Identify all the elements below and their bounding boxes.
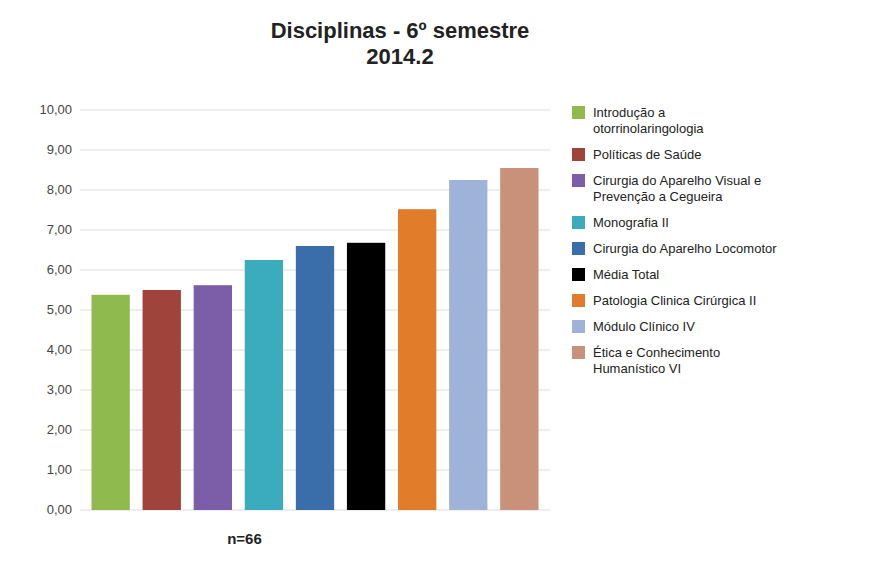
bar xyxy=(500,168,538,510)
y-tick-label: 6,00 xyxy=(47,262,72,277)
bar xyxy=(347,243,385,510)
legend-swatch xyxy=(572,106,585,119)
y-tick-label: 8,00 xyxy=(47,182,72,197)
legend-swatch xyxy=(572,294,585,307)
legend: Introdução aotorrinolaringologia Política… xyxy=(572,105,777,376)
chart: Disciplinas - 6º semestre2014.2 0,00 1,00 2… xyxy=(0,0,889,573)
y-tick-label: 9,00 xyxy=(47,142,72,157)
legend-label: Módulo Clínico IV xyxy=(593,319,695,334)
bar xyxy=(91,295,129,510)
bar xyxy=(194,285,232,510)
legend-swatch xyxy=(572,174,585,187)
legend-swatch xyxy=(572,346,585,359)
annotation: n=66 xyxy=(227,530,262,547)
bar xyxy=(398,209,436,510)
y-tick-label: 2,00 xyxy=(47,422,72,437)
y-tick-label: 1,00 xyxy=(47,462,72,477)
legend-label: Patologia Clinica Cirúrgica II xyxy=(593,293,756,308)
legend-swatch xyxy=(572,268,585,281)
title: Disciplinas - 6º semestre2014.2 xyxy=(271,18,530,69)
y-tick-label: 7,00 xyxy=(47,222,72,237)
grid-line xyxy=(80,150,550,151)
legend-label: Introdução aotorrinolaringologia xyxy=(593,105,704,136)
bar xyxy=(449,180,487,510)
legend-label: Monografia II xyxy=(593,215,669,230)
legend-label: Cirurgia do Aparelho Locomotor xyxy=(593,241,777,256)
y-tick-label: 5,00 xyxy=(47,302,72,317)
legend-label: Cirurgia do Aparelho Visual ePrevenção a… xyxy=(593,173,761,204)
bar xyxy=(296,246,334,510)
bars xyxy=(91,168,538,510)
bar xyxy=(245,260,283,510)
legend-label: Ética e ConhecimentoHumanístico VI xyxy=(593,345,720,376)
grid-line xyxy=(80,110,550,111)
y-tick-label: 10,00 xyxy=(39,102,72,117)
y-tick-label: 3,00 xyxy=(47,382,72,397)
y-tick-label: 0,00 xyxy=(47,502,72,517)
legend-label: Políticas de Saúde xyxy=(593,147,701,162)
legend-swatch xyxy=(572,148,585,161)
legend-swatch xyxy=(572,320,585,333)
bar xyxy=(143,290,181,510)
legend-label: Média Total xyxy=(593,267,659,282)
legend-swatch xyxy=(572,242,585,255)
background xyxy=(0,0,889,573)
legend-swatch xyxy=(572,216,585,229)
y-tick-label: 4,00 xyxy=(47,342,72,357)
grid xyxy=(80,110,550,510)
